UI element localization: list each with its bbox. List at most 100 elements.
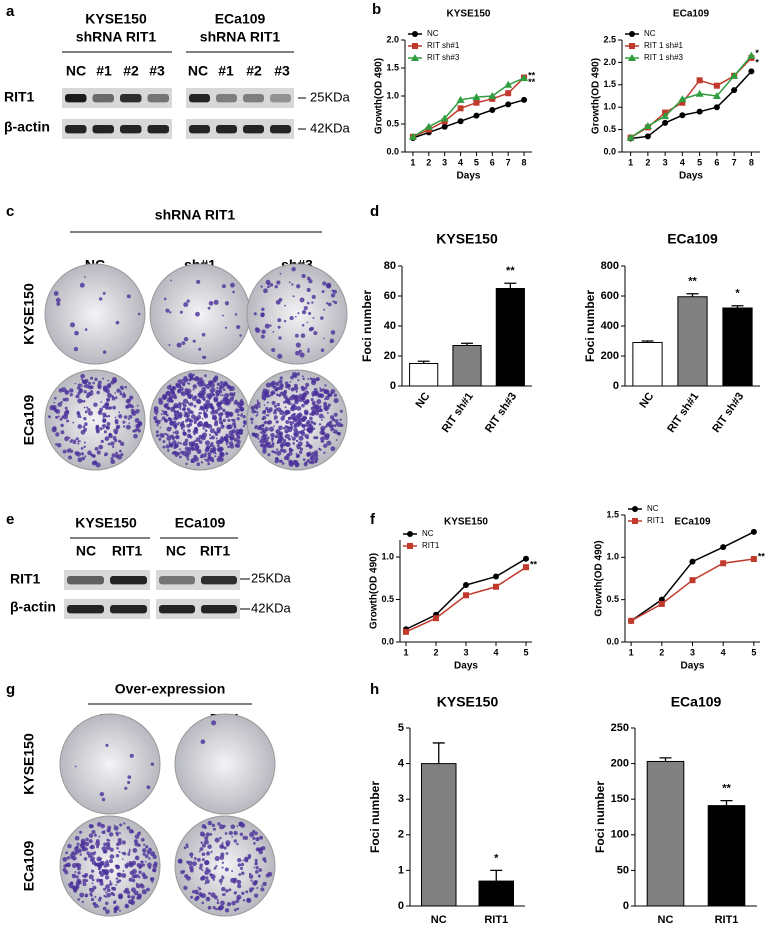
header: shRNA RIT1 — [155, 207, 236, 223]
colony — [229, 388, 232, 392]
colony — [94, 834, 97, 837]
row-label: ECa109 — [21, 840, 37, 891]
y-tick-label: 20 — [384, 350, 396, 362]
lane-label: NC — [166, 543, 186, 559]
colony — [113, 825, 119, 831]
colony — [300, 333, 306, 338]
colony — [323, 434, 327, 437]
colony — [94, 895, 97, 898]
colony — [124, 394, 127, 396]
colony — [281, 441, 287, 447]
colony — [116, 388, 121, 393]
colony — [182, 398, 189, 404]
colony — [129, 395, 134, 400]
colony — [209, 873, 213, 877]
colony — [312, 404, 318, 409]
colony — [284, 429, 289, 434]
colony — [339, 409, 343, 413]
y-tick-label: 1.0 — [606, 552, 619, 562]
colony — [265, 414, 267, 416]
colony — [306, 301, 310, 305]
marker — [456, 95, 465, 103]
marker — [658, 600, 665, 607]
colony — [263, 288, 268, 294]
panel-label: g — [6, 681, 15, 698]
colony — [255, 436, 257, 439]
colony — [221, 866, 224, 869]
colony — [183, 302, 189, 308]
marker — [643, 122, 652, 130]
x-tick-label: NC — [637, 390, 656, 410]
colony — [98, 878, 103, 883]
colony — [210, 387, 216, 393]
colony — [275, 431, 278, 434]
x-tick-label: RIT sh#1 — [665, 391, 701, 435]
colony — [164, 432, 167, 436]
colony — [201, 852, 206, 856]
colony — [57, 415, 60, 418]
y-axis-label: Foci number — [368, 781, 382, 853]
colony — [318, 393, 323, 398]
colony — [240, 407, 244, 412]
colony — [218, 878, 223, 883]
colony — [313, 330, 318, 336]
colony — [80, 430, 86, 435]
colony — [204, 374, 207, 378]
colony — [202, 833, 206, 837]
marker — [441, 123, 448, 130]
colony — [315, 437, 318, 439]
colony — [216, 382, 221, 387]
colony — [277, 318, 282, 323]
colony — [204, 452, 207, 456]
colony — [108, 832, 114, 837]
colony — [213, 299, 219, 305]
panel-label: e — [6, 511, 14, 528]
colony — [258, 405, 261, 408]
colony — [61, 387, 67, 393]
colony — [332, 300, 335, 303]
colony — [271, 450, 275, 453]
colony — [191, 446, 195, 451]
colony — [222, 408, 226, 413]
colony — [141, 848, 147, 853]
colony — [179, 422, 185, 427]
blot-band — [159, 605, 195, 614]
colony — [56, 443, 62, 448]
colony — [54, 396, 57, 400]
blot-band — [270, 125, 291, 134]
colony — [96, 390, 100, 395]
colony — [76, 411, 80, 415]
colony — [307, 348, 310, 351]
colony — [90, 897, 95, 902]
colony — [198, 887, 202, 891]
colony — [261, 329, 266, 334]
blot-band — [92, 125, 114, 134]
colony — [159, 426, 162, 429]
colony — [162, 445, 166, 449]
colony — [222, 424, 225, 427]
colony — [215, 864, 218, 868]
colony — [74, 765, 77, 768]
colony — [186, 457, 190, 461]
blot-band — [120, 94, 142, 103]
colony — [97, 380, 102, 385]
colony — [102, 385, 108, 391]
colony — [221, 876, 225, 880]
marker — [662, 119, 669, 126]
colony — [156, 419, 161, 425]
colony — [302, 400, 305, 403]
colony — [106, 859, 109, 862]
legend-label: NC — [422, 529, 434, 538]
colony — [190, 414, 196, 419]
colony — [74, 330, 79, 336]
colony — [239, 866, 244, 870]
colony — [176, 342, 182, 348]
colony — [225, 852, 229, 855]
colony — [254, 426, 258, 430]
colony — [306, 428, 310, 432]
colony — [86, 406, 89, 409]
colony — [168, 441, 171, 444]
colony — [292, 412, 296, 416]
colony — [135, 882, 138, 885]
colony — [77, 391, 81, 395]
